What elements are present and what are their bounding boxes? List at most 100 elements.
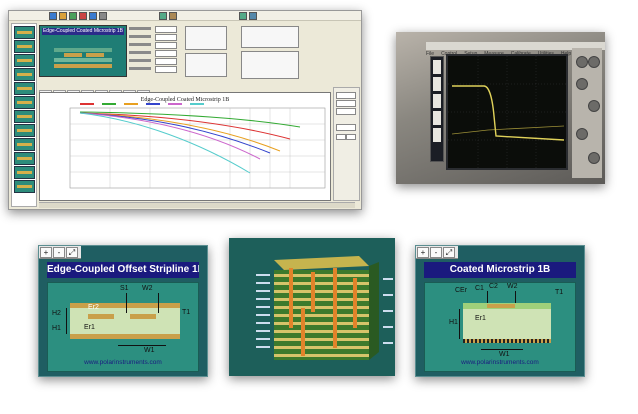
zoom-out-icon[interactable]: - bbox=[53, 247, 65, 258]
structure-preview: Edge-Coupled Coated Microstrip 1B bbox=[39, 25, 127, 77]
structure-thumbnail[interactable] bbox=[14, 110, 35, 123]
structure-thumbnail[interactable] bbox=[14, 40, 35, 53]
toolbar-button[interactable] bbox=[239, 12, 247, 20]
options-group[interactable] bbox=[185, 26, 227, 50]
stripline-diagram-card: + - ⤢ Edge-Coupled Offset Stripline 1B1A… bbox=[38, 245, 208, 377]
zoom-out-icon[interactable]: - bbox=[430, 247, 442, 258]
param-label bbox=[129, 43, 151, 46]
label-cer: CEr bbox=[455, 287, 468, 294]
structure-thumbnail[interactable] bbox=[14, 152, 35, 165]
legend bbox=[80, 103, 204, 105]
stackup-layers bbox=[274, 256, 379, 360]
dimension-line bbox=[158, 293, 159, 313]
dimension-line bbox=[126, 293, 127, 313]
bottom-ground-plane bbox=[70, 334, 180, 339]
result-field[interactable] bbox=[336, 92, 356, 99]
label-s1: S1 bbox=[120, 285, 129, 292]
param-field[interactable] bbox=[155, 34, 177, 41]
param-label bbox=[129, 27, 151, 30]
control-knob bbox=[576, 78, 588, 90]
zoom-in-icon[interactable]: + bbox=[40, 247, 52, 258]
toolbar-button[interactable] bbox=[59, 12, 67, 20]
tdr-trace bbox=[452, 85, 565, 141]
zoom-in-icon[interactable]: + bbox=[417, 247, 429, 258]
result-field[interactable] bbox=[336, 100, 356, 107]
dimension-line bbox=[515, 291, 516, 303]
zoom-toolbar: + - ⤢ bbox=[416, 246, 458, 259]
result-field[interactable] bbox=[336, 124, 356, 131]
structure-thumbnail[interactable] bbox=[14, 138, 35, 151]
reference-trace bbox=[451, 125, 565, 135]
options-group[interactable] bbox=[185, 53, 227, 77]
plot-area bbox=[69, 107, 326, 189]
param-label bbox=[129, 59, 151, 62]
structure-list[interactable] bbox=[11, 23, 37, 207]
structure-thumbnail[interactable] bbox=[14, 54, 35, 67]
toolbar-button[interactable] bbox=[79, 12, 87, 20]
structure-thumbnail[interactable] bbox=[14, 26, 35, 39]
parameter-form bbox=[129, 25, 357, 85]
toolbar-button[interactable] bbox=[49, 12, 57, 20]
impedance-chart: Edge-Coupled Coated Microstrip 1B bbox=[39, 92, 331, 201]
label-w1: W1 bbox=[499, 351, 510, 358]
param-field[interactable] bbox=[155, 66, 177, 73]
coated-microstrip-card: + - ⤢ Coated Microstrip 1B CEr C1 C2 W2 … bbox=[415, 245, 585, 377]
result-field[interactable] bbox=[336, 108, 356, 115]
structure-thumbnail[interactable] bbox=[14, 124, 35, 137]
ground-plane bbox=[463, 339, 551, 343]
options-group[interactable] bbox=[241, 51, 299, 79]
label-c1: C1 bbox=[475, 285, 484, 292]
dimension-line bbox=[481, 349, 523, 350]
scope-side-buttons bbox=[430, 56, 444, 162]
fit-icon[interactable]: ⤢ bbox=[443, 247, 455, 258]
label-t1: T1 bbox=[555, 289, 564, 296]
dimension-line bbox=[118, 345, 166, 346]
dimension-line bbox=[487, 291, 488, 303]
structure-thumbnail[interactable] bbox=[14, 180, 35, 193]
control-knob bbox=[576, 128, 588, 140]
results-panel[interactable] bbox=[333, 87, 360, 201]
dimension-line bbox=[459, 309, 460, 339]
structure-thumbnail[interactable] bbox=[14, 166, 35, 179]
toolbar-button[interactable] bbox=[249, 12, 257, 20]
toolbar-button[interactable] bbox=[169, 12, 177, 20]
dielectric-layer bbox=[54, 58, 112, 62]
top-ground-plane bbox=[70, 303, 180, 308]
toolbar-button[interactable] bbox=[89, 12, 97, 20]
label-w1: W1 bbox=[144, 347, 155, 354]
close-button[interactable] bbox=[346, 134, 356, 140]
chart-title: Edge-Coupled Coated Microstrip 1B bbox=[141, 97, 230, 103]
param-label bbox=[129, 51, 151, 54]
label-h1: H1 bbox=[52, 325, 61, 332]
param-field[interactable] bbox=[155, 58, 177, 65]
fit-icon[interactable]: ⤢ bbox=[66, 247, 78, 258]
toolbar-button[interactable] bbox=[159, 12, 167, 20]
options-group[interactable] bbox=[241, 26, 299, 48]
param-field[interactable] bbox=[155, 42, 177, 49]
gridlines bbox=[70, 108, 325, 188]
structure-thumbnail[interactable] bbox=[14, 82, 35, 95]
menu-bar bbox=[9, 11, 361, 21]
card-title: Coated Microstrip 1B bbox=[424, 262, 576, 278]
pcb-stackup-render bbox=[229, 238, 395, 376]
dimension-line bbox=[66, 308, 67, 334]
toolbar-button[interactable] bbox=[99, 12, 107, 20]
diagram-area: S1 W2 T1 H2 Er2 H1 Er1 W1 bbox=[47, 282, 199, 372]
structure-thumbnail[interactable] bbox=[14, 96, 35, 109]
trace bbox=[487, 304, 515, 308]
website-url: www.polarinstruments.com bbox=[84, 359, 162, 366]
control-knob bbox=[588, 56, 600, 68]
impedance-software-window: Edge-Coupled Coated Microstrip 1B Edge-C… bbox=[8, 10, 362, 210]
structure-thumbnail[interactable] bbox=[14, 68, 35, 81]
label-er2: Er2 bbox=[88, 304, 99, 311]
trace-layer bbox=[86, 53, 104, 57]
trace-right bbox=[130, 314, 156, 319]
calc-button[interactable] bbox=[336, 134, 346, 140]
layer-labels bbox=[256, 274, 393, 348]
dielectric bbox=[463, 309, 551, 339]
toolbar-button[interactable] bbox=[69, 12, 77, 20]
result-tabs[interactable] bbox=[39, 85, 329, 98]
label-w2: W2 bbox=[142, 285, 153, 292]
param-field[interactable] bbox=[155, 50, 177, 57]
param-field[interactable] bbox=[155, 26, 177, 33]
